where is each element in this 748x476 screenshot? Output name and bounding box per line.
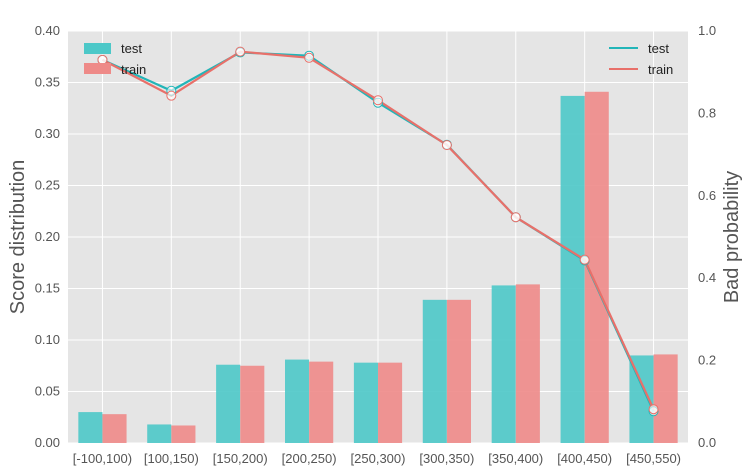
line-legend-label-train: train (648, 62, 673, 77)
bar-legend-swatch-test (84, 43, 111, 54)
y-tick-label-6: 0.30 (35, 126, 60, 141)
line-legend: test train (609, 41, 673, 77)
bar-test-1 (147, 424, 172, 443)
bar-train-2 (240, 365, 265, 443)
right-y-ticks: 0.0 0.2 0.4 0.6 0.8 1.0 (698, 23, 716, 450)
y2-tick-label-4: 0.8 (698, 105, 716, 120)
y2-tick-label-0: 0.0 (698, 435, 716, 450)
line-legend-label-test: test (648, 41, 669, 56)
bar-legend-swatch-train (84, 63, 111, 74)
bar-legend-label-train: train (121, 62, 146, 77)
bar-test-5 (422, 299, 447, 443)
y-tick-label-3: 0.15 (35, 281, 60, 296)
x-tick-label-7: [400,450) (557, 451, 612, 466)
bar-test-2 (216, 364, 241, 443)
bar-train-5 (446, 299, 471, 443)
point-train-7 (579, 254, 590, 265)
bar-test-3 (285, 359, 310, 443)
point-train-6 (510, 212, 521, 223)
point-train-1 (166, 90, 177, 101)
x-tick-label-3: [200,250) (282, 451, 337, 466)
bar-test-7 (560, 95, 585, 443)
x-ticks: [-100,100) [100,150) [150,200) [200,250) [25… (73, 451, 681, 466)
bar-test-6 (491, 285, 516, 443)
bar-train-1 (171, 425, 196, 443)
x-tick-label-8: [450,550) (626, 451, 681, 466)
y-tick-label-8: 0.40 (35, 23, 60, 38)
y-tick-label-2: 0.10 (35, 332, 60, 347)
x-tick-label-6: [350,400) (488, 451, 543, 466)
bar-train-8 (653, 354, 678, 443)
point-train-8 (648, 404, 659, 415)
bar-train-0 (102, 414, 127, 443)
y2-tick-label-2: 0.4 (698, 270, 716, 285)
bar-train-6 (515, 284, 540, 443)
x-tick-label-4: [250,300) (351, 451, 406, 466)
bar-legend: test train (84, 41, 146, 77)
bar-train-3 (309, 361, 334, 443)
x-tick-label-2: [150,200) (213, 451, 268, 466)
y-tick-label-1: 0.05 (35, 384, 60, 399)
point-train-3 (304, 52, 315, 63)
bar-train-4 (378, 362, 403, 443)
y2-tick-label-3: 0.6 (698, 188, 716, 203)
y-axis-label: Score distribution (7, 160, 29, 315)
point-train-5 (441, 140, 452, 151)
y-tick-label-0: 0.00 (35, 435, 60, 450)
bar-test-4 (353, 362, 378, 443)
y2-axis-label: Bad probability (721, 171, 743, 303)
y-tick-label-5: 0.25 (35, 178, 60, 193)
bar-test-0 (78, 412, 103, 443)
x-tick-label-1: [100,150) (144, 451, 199, 466)
x-tick-label-5: [300,350) (419, 451, 474, 466)
y-tick-label-4: 0.20 (35, 229, 60, 244)
point-train-2 (235, 46, 246, 57)
bars-layer (78, 91, 678, 444)
y-tick-label-7: 0.35 (35, 75, 60, 90)
y2-tick-label-5: 1.0 (698, 23, 716, 38)
left-y-ticks: 0.00 0.05 0.10 0.15 0.20 0.25 0.30 0.35 0.40 (35, 23, 60, 450)
bar-legend-label-test: test (121, 41, 142, 56)
lines-layer (97, 46, 659, 417)
point-train-0 (97, 54, 108, 65)
point-train-4 (373, 95, 383, 106)
x-tick-label-0: [-100,100) (73, 451, 132, 466)
y2-tick-label-1: 0.2 (698, 353, 716, 368)
